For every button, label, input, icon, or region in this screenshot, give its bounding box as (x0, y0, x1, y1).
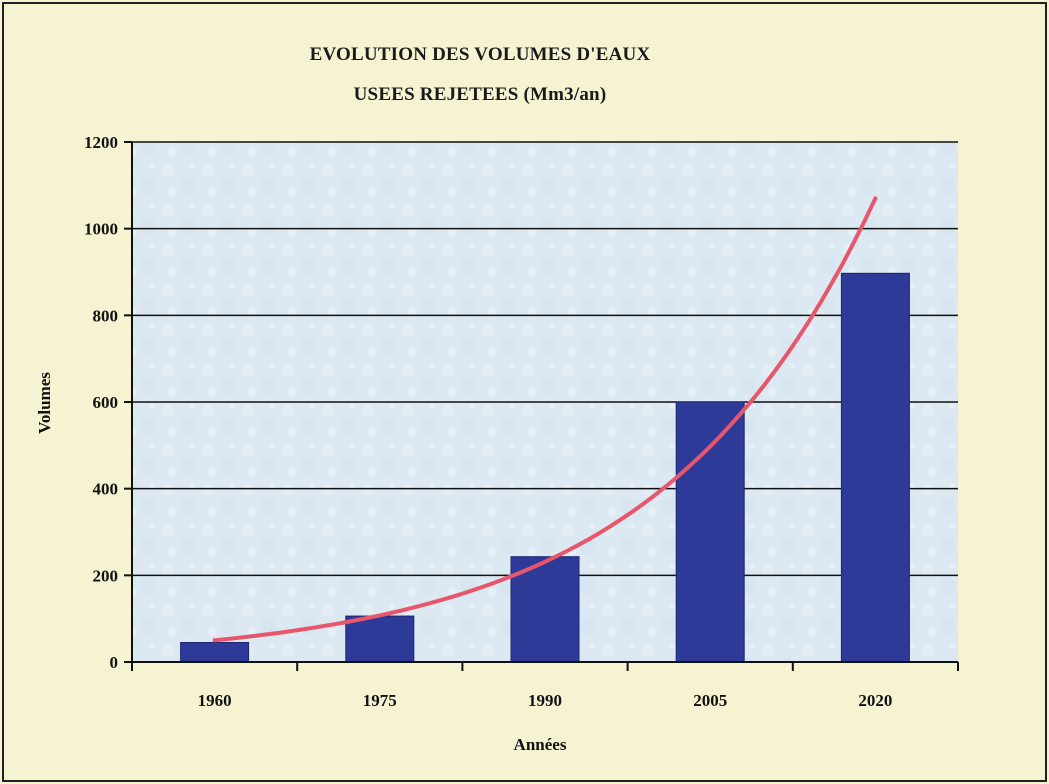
bar-2020 (840, 272, 910, 663)
x-tick-label: 1990 (528, 691, 562, 710)
y-tick-label: 600 (93, 393, 119, 412)
trend-curve (212, 196, 878, 643)
x-tick-label: 2005 (693, 691, 727, 710)
axes (124, 141, 959, 671)
x-tick-label: 2020 (858, 691, 892, 710)
y-tick-label: 1200 (84, 133, 118, 152)
x-tick-label: 1975 (363, 691, 397, 710)
y-tick-label: 200 (93, 566, 119, 585)
y-tick-label: 800 (93, 306, 119, 325)
y-tick-label: 0 (110, 653, 119, 672)
chart-title-line1: EVOLUTION DES VOLUMES D'EAUX (309, 44, 651, 65)
x-tick-label: 1960 (198, 691, 232, 710)
y-tick-label: 1000 (84, 220, 118, 239)
x-axis-title: Années (514, 735, 567, 754)
bar-1990 (510, 556, 580, 663)
bar-2005 (675, 401, 745, 663)
y-tick-label: 400 (93, 480, 119, 499)
chart-title-line2: USEES REJETEES (Mm3/an) (353, 84, 607, 105)
y-axis-title: Volumes (35, 372, 54, 434)
x-tick-labels: 1960 1975 1990 2005 2020 (198, 691, 893, 710)
y-tick-labels: 0 200 400 600 800 1000 1200 (84, 133, 118, 672)
bar-1975 (345, 615, 415, 663)
bar-1960 (180, 642, 250, 663)
